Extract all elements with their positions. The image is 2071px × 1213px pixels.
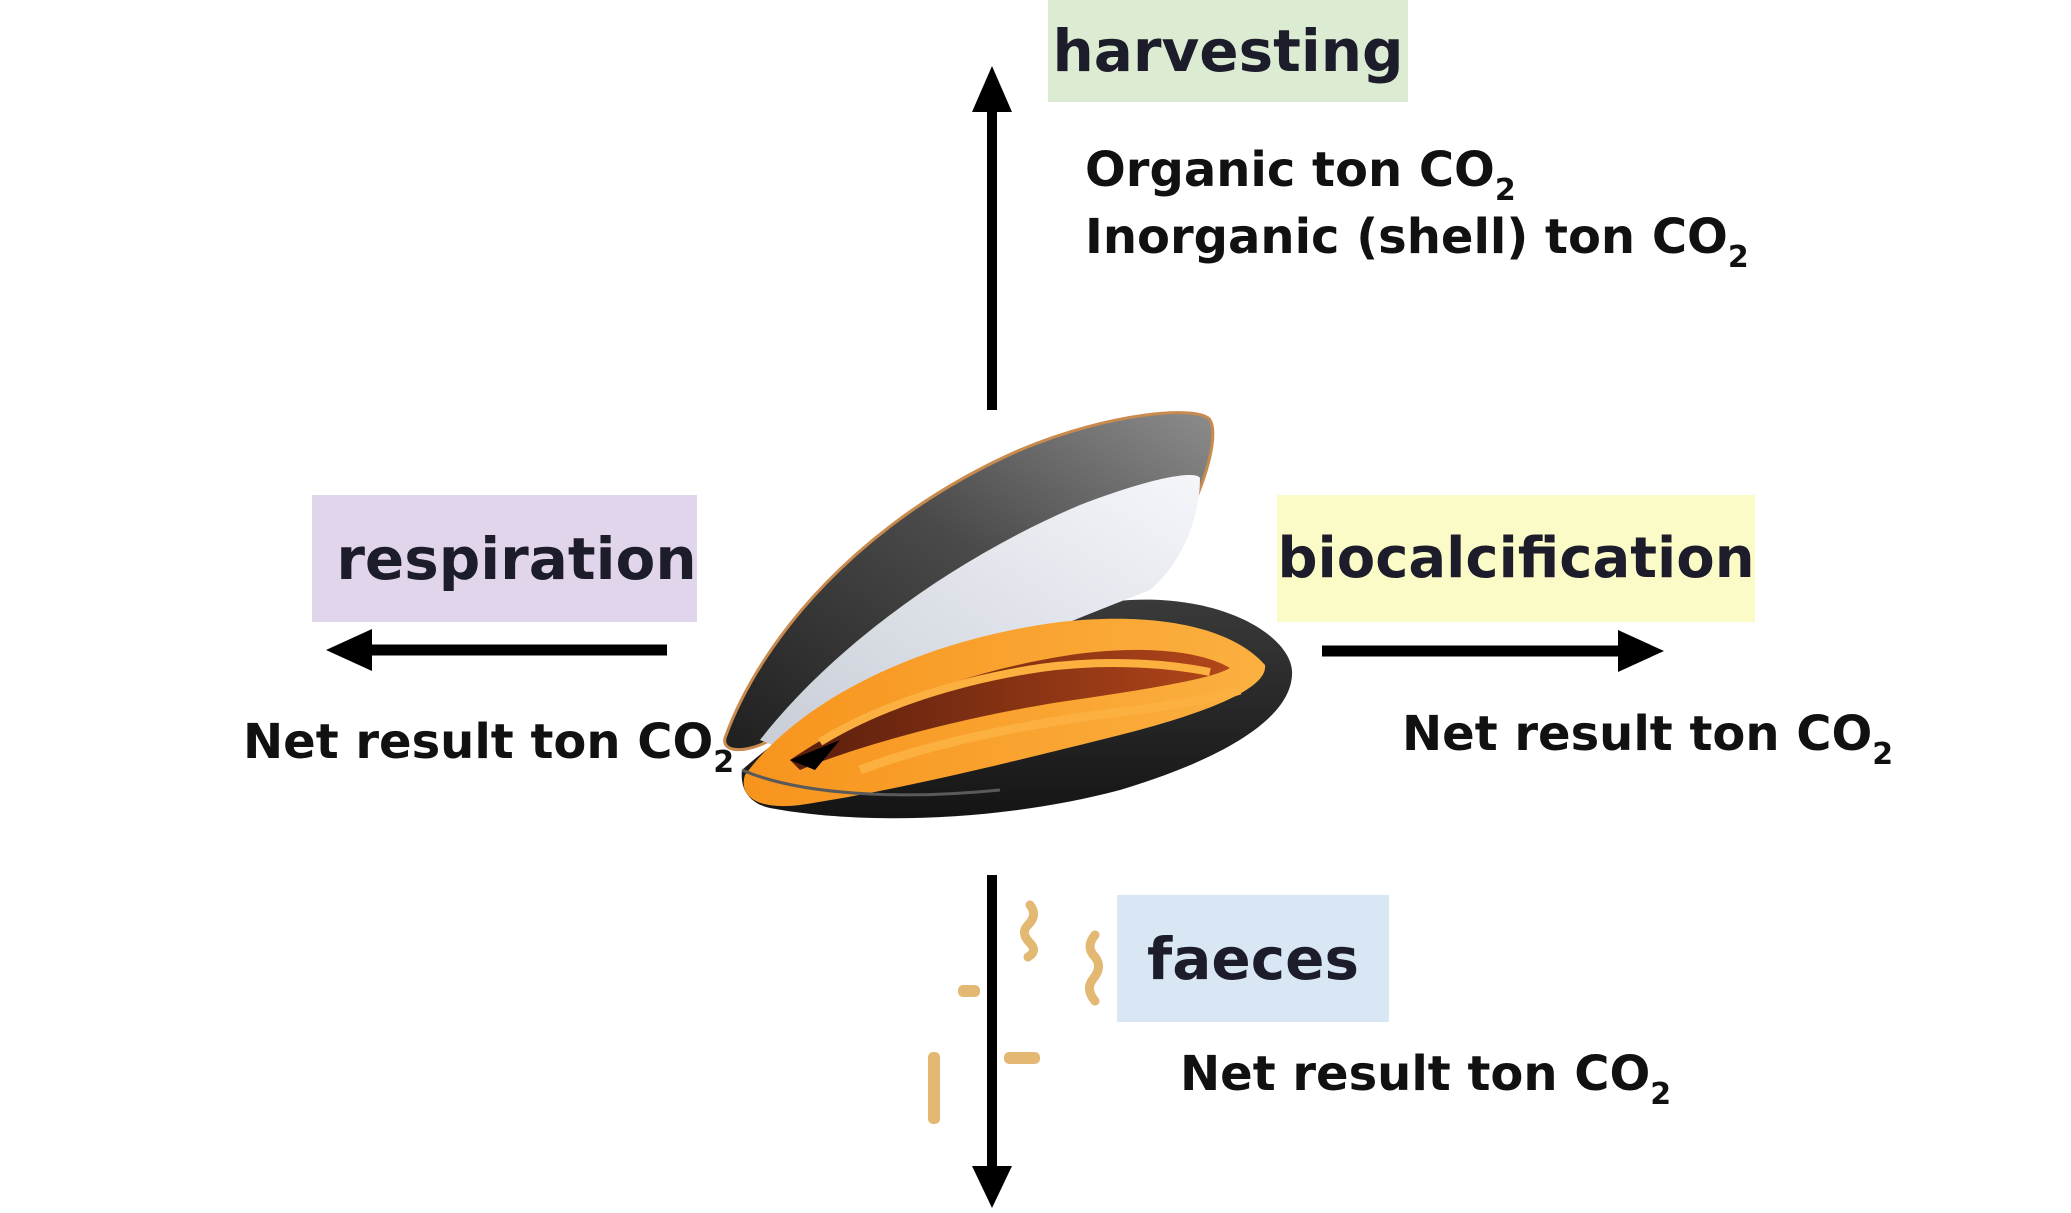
respiration-net-text: Net result ton CO2 — [243, 718, 734, 778]
subscript-2: 2 — [1650, 1077, 1672, 1112]
harvesting-organic-text: Organic ton CO2 — [1085, 146, 1516, 206]
biocalcification-net-text: Net result ton CO2 — [1402, 710, 1893, 770]
biocalcification-net-main: Net result ton CO — [1402, 706, 1873, 762]
subscript-2: 2 — [1727, 240, 1749, 275]
faeces-particles — [928, 900, 1103, 1124]
subscript-2: 2 — [713, 745, 735, 780]
faeces-net-main: Net result ton CO — [1180, 1046, 1651, 1102]
biocalcification-arrow — [1322, 630, 1664, 672]
respiration-net-main: Net result ton CO — [243, 714, 714, 770]
faeces-net-text: Net result ton CO2 — [1180, 1050, 1671, 1110]
biocalcification-label: biocalcification — [1277, 495, 1755, 622]
harvesting-inorganic-text: Inorganic (shell) ton CO2 — [1085, 213, 1749, 273]
mussel-icon — [723, 411, 1293, 819]
faeces-label: faeces — [1117, 895, 1389, 1022]
harvesting-label: harvesting — [1048, 0, 1408, 102]
faeces-arrow — [972, 875, 1012, 1208]
harvesting-arrow — [972, 66, 1012, 410]
respiration-label: respiration — [312, 495, 697, 622]
harvesting-organic-main: Organic ton CO — [1085, 142, 1495, 198]
harvesting-inorganic-main: Inorganic (shell) ton CO — [1085, 209, 1728, 265]
subscript-2: 2 — [1494, 173, 1516, 208]
respiration-arrow — [326, 629, 667, 671]
subscript-2: 2 — [1872, 737, 1894, 772]
